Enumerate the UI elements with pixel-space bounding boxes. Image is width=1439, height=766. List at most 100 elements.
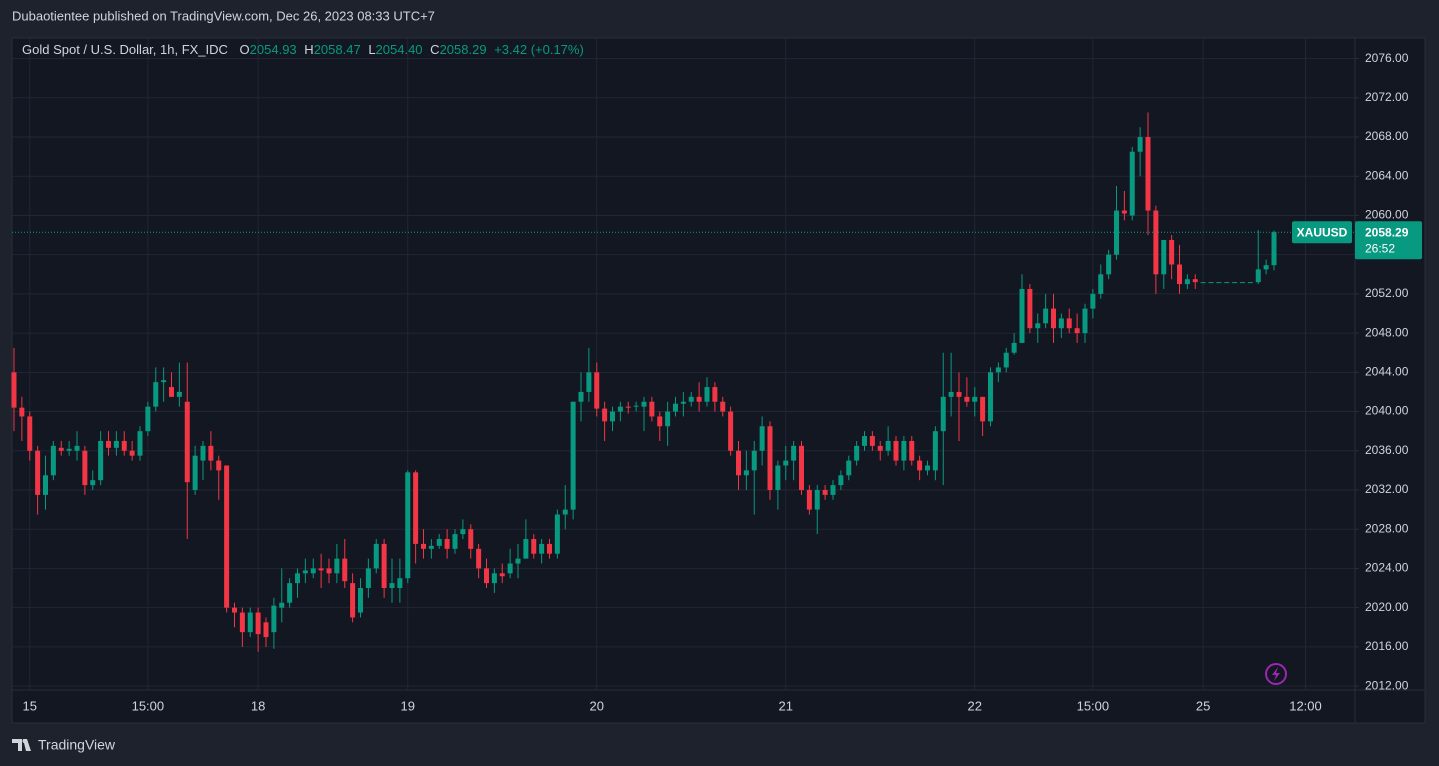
alert-bolt[interactable] — [1272, 667, 1280, 681]
candle-body — [113, 440, 119, 448]
y-tick-label: 2064.00 — [1365, 168, 1409, 182]
candle-body — [200, 445, 206, 461]
candle-body — [50, 445, 56, 476]
candle-body — [1121, 210, 1127, 214]
candle-body — [161, 380, 167, 383]
candle-body — [35, 450, 41, 495]
y-tick-label: 2072.00 — [1365, 90, 1409, 104]
candle-body — [791, 445, 797, 461]
brand-text: TradingView — [38, 737, 116, 753]
x-tick-label: 15:00 — [132, 698, 165, 713]
candle-body — [121, 440, 127, 451]
candle-body — [531, 539, 537, 554]
y-tick-label: 2028.00 — [1365, 521, 1409, 535]
ohlc-value: 2054.40 — [376, 42, 423, 57]
candle-body — [1035, 323, 1041, 329]
candle-body — [570, 401, 576, 510]
y-tick-label: 2024.00 — [1365, 561, 1409, 575]
candle-body — [1184, 279, 1190, 285]
candle-body — [1208, 282, 1214, 284]
candle-body — [523, 539, 529, 559]
candle-body — [1161, 239, 1167, 275]
candle-body — [452, 534, 458, 549]
candle-body — [129, 450, 135, 456]
candle-body — [610, 411, 615, 422]
x-tick-label: 20 — [590, 698, 604, 713]
candle-body — [775, 465, 781, 490]
candle-body — [342, 558, 348, 582]
price-tag — [1355, 221, 1422, 260]
candle-body — [476, 548, 482, 569]
candle-body — [1058, 318, 1064, 329]
publisher-line: Dubaotientee published on TradingView.co… — [12, 8, 435, 23]
candle-body — [759, 426, 765, 451]
candle-body — [586, 372, 592, 392]
candle-body — [27, 416, 33, 451]
candle-body — [19, 407, 25, 417]
price-tag-label: 2058.29 — [1365, 225, 1409, 239]
candle-body — [720, 401, 726, 412]
candle-body — [421, 543, 426, 549]
candle-body — [1011, 342, 1017, 353]
candle-body — [932, 431, 938, 471]
ohlc-label: C — [430, 42, 439, 57]
candle-body — [381, 543, 387, 589]
candle-body — [137, 431, 143, 456]
candle-body — [964, 396, 970, 402]
y-tick-label: 2044.00 — [1365, 365, 1409, 379]
x-tick-label: 22 — [968, 698, 982, 713]
candle-body — [1106, 254, 1112, 275]
y-tick-label: 2016.00 — [1365, 639, 1409, 653]
candle-body — [499, 573, 505, 577]
candle-body — [263, 622, 269, 638]
candle-body — [413, 472, 419, 544]
alert-icon[interactable] — [1265, 663, 1287, 685]
candle-body — [743, 470, 749, 476]
candle-body — [988, 372, 993, 422]
candle-body — [444, 539, 450, 549]
candle-body — [1027, 288, 1033, 329]
candle-body — [1200, 282, 1206, 284]
candle-body — [846, 460, 852, 476]
candle-body — [633, 405, 639, 407]
candles — [11, 112, 1355, 652]
candle-body — [1137, 137, 1143, 152]
alert-circle[interactable] — [1265, 663, 1287, 685]
candle-body — [885, 440, 891, 451]
x-tick-label: 12:00 — [1289, 698, 1322, 713]
candle-body — [869, 436, 875, 446]
candle-body — [1043, 308, 1049, 324]
candle-body — [247, 612, 253, 633]
candle-body — [617, 406, 623, 412]
candle-body — [74, 445, 80, 451]
y-tick-label: 2040.00 — [1365, 404, 1409, 418]
candle-body — [972, 396, 978, 402]
candle-body — [602, 408, 608, 422]
y-tick-label: 2012.00 — [1365, 678, 1409, 692]
logo-dot — [22, 739, 27, 743]
y-tick-label: 2032.00 — [1365, 482, 1409, 496]
y-tick-label: 2076.00 — [1365, 51, 1409, 65]
candle-body — [1074, 328, 1080, 334]
candle-body — [1169, 239, 1175, 265]
ohlc-value: 2058.29 — [440, 42, 487, 57]
candle-body — [224, 465, 230, 608]
candle-body — [1216, 282, 1222, 284]
candle-body — [310, 568, 316, 574]
candle-body — [688, 396, 694, 402]
candle-body — [1224, 282, 1230, 284]
candle-body — [940, 396, 946, 432]
candle-body — [554, 514, 560, 554]
candle-body — [862, 436, 867, 446]
candle-body — [909, 440, 915, 461]
candle-body — [767, 426, 773, 490]
ohlc-value: 2054.93 — [250, 42, 297, 57]
candle-body — [712, 387, 718, 402]
candle-body — [917, 460, 923, 471]
candle-body — [1177, 264, 1182, 285]
candle-body — [334, 558, 340, 574]
candle-body — [365, 568, 371, 589]
candle-body — [11, 372, 17, 408]
candle-body — [302, 570, 308, 574]
change: +3.42 (+0.17%) — [494, 42, 584, 57]
